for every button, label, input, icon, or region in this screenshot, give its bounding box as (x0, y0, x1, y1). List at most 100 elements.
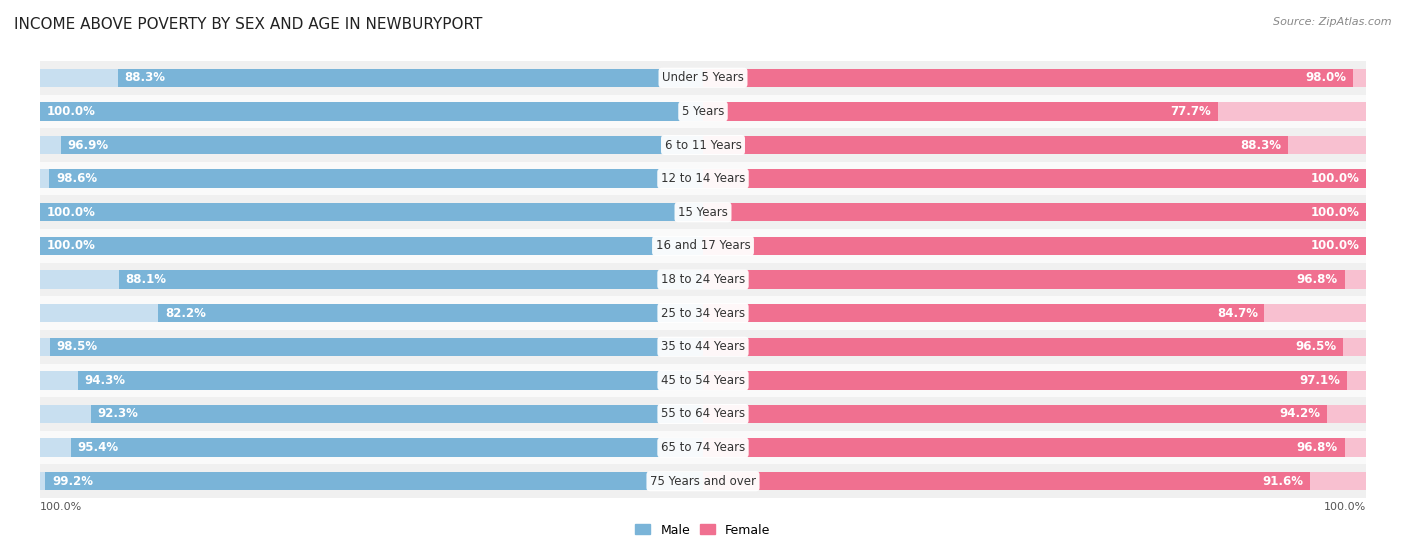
Bar (41, 61, 1365, 94)
Bar (41, 229, 1365, 263)
Bar (41, 162, 1365, 196)
Bar (703, 169, 1365, 188)
Text: INCOME ABOVE POVERTY BY SEX AND AGE IN NEWBURYPORT: INCOME ABOVE POVERTY BY SEX AND AGE IN N… (14, 17, 482, 32)
Text: 98.6%: 98.6% (56, 172, 97, 185)
Bar (45, 472, 703, 490)
Bar (41, 128, 1365, 162)
Bar (41, 465, 1365, 498)
Bar (41, 102, 703, 121)
Text: 100.0%: 100.0% (46, 239, 96, 252)
Bar (703, 405, 1365, 423)
Bar (703, 136, 1288, 154)
Text: 100.0%: 100.0% (1310, 239, 1360, 252)
Text: 25 to 34 Years: 25 to 34 Years (661, 307, 745, 320)
Text: 35 to 44 Years: 35 to 44 Years (661, 340, 745, 353)
Text: 96.8%: 96.8% (1296, 273, 1339, 286)
Bar (41, 405, 703, 423)
Bar (120, 270, 703, 289)
Text: 99.2%: 99.2% (52, 475, 93, 488)
Bar (41, 136, 703, 154)
Bar (51, 338, 703, 356)
Bar (41, 431, 1365, 465)
Text: 12 to 14 Years: 12 to 14 Years (661, 172, 745, 185)
Text: 96.5%: 96.5% (1295, 340, 1336, 353)
Bar (703, 270, 1344, 289)
Bar (703, 270, 1365, 289)
Bar (118, 69, 703, 87)
Bar (703, 169, 1365, 188)
Bar (41, 397, 1365, 431)
Bar (703, 203, 1365, 221)
Bar (41, 296, 1365, 330)
Text: 100.0%: 100.0% (1310, 206, 1360, 219)
Bar (703, 304, 1365, 323)
Text: 16 and 17 Years: 16 and 17 Years (655, 239, 751, 252)
Text: 88.3%: 88.3% (124, 71, 166, 84)
Bar (41, 338, 703, 356)
Bar (41, 236, 703, 255)
Bar (41, 196, 1365, 229)
Text: 95.4%: 95.4% (77, 441, 118, 454)
Text: 77.7%: 77.7% (1171, 105, 1212, 118)
Text: 100.0%: 100.0% (46, 206, 96, 219)
Text: 45 to 54 Years: 45 to 54 Years (661, 374, 745, 387)
Bar (703, 69, 1353, 87)
Bar (41, 203, 703, 221)
Text: 6 to 11 Years: 6 to 11 Years (665, 139, 741, 151)
Bar (703, 371, 1365, 390)
Text: 100.0%: 100.0% (1310, 172, 1360, 185)
Bar (703, 338, 1343, 356)
Text: 100.0%: 100.0% (41, 502, 83, 512)
Bar (157, 304, 703, 323)
Text: 98.0%: 98.0% (1305, 71, 1346, 84)
Bar (41, 236, 703, 255)
Text: 88.3%: 88.3% (1240, 139, 1282, 151)
Text: 65 to 74 Years: 65 to 74 Years (661, 441, 745, 454)
Bar (703, 236, 1365, 255)
Bar (41, 69, 703, 87)
Bar (41, 363, 1365, 397)
Text: Under 5 Years: Under 5 Years (662, 71, 744, 84)
Legend: Male, Female: Male, Female (630, 519, 776, 542)
Bar (41, 330, 1365, 363)
Text: 100.0%: 100.0% (46, 105, 96, 118)
Text: 18 to 24 Years: 18 to 24 Years (661, 273, 745, 286)
Bar (703, 438, 1365, 457)
Bar (70, 438, 703, 457)
Text: 96.9%: 96.9% (67, 139, 108, 151)
Bar (703, 371, 1347, 390)
Bar (41, 270, 703, 289)
Text: 92.3%: 92.3% (98, 408, 139, 420)
Text: 98.5%: 98.5% (56, 340, 98, 353)
Text: 15 Years: 15 Years (678, 206, 728, 219)
Bar (41, 263, 1365, 296)
Text: 97.1%: 97.1% (1299, 374, 1340, 387)
Text: 75 Years and over: 75 Years and over (650, 475, 756, 488)
Bar (41, 94, 1365, 128)
Text: 84.7%: 84.7% (1216, 307, 1258, 320)
Bar (703, 102, 1218, 121)
Bar (41, 169, 703, 188)
Bar (703, 102, 1365, 121)
Text: 91.6%: 91.6% (1263, 475, 1303, 488)
Bar (703, 69, 1365, 87)
Bar (41, 371, 703, 390)
Bar (41, 304, 703, 323)
Text: 96.8%: 96.8% (1296, 441, 1339, 454)
Text: 94.3%: 94.3% (84, 374, 125, 387)
Bar (703, 438, 1344, 457)
Bar (703, 405, 1327, 423)
Bar (41, 102, 703, 121)
Bar (41, 438, 703, 457)
Text: 55 to 64 Years: 55 to 64 Years (661, 408, 745, 420)
Bar (41, 203, 703, 221)
Text: 94.2%: 94.2% (1279, 408, 1320, 420)
Bar (41, 472, 703, 490)
Text: Source: ZipAtlas.com: Source: ZipAtlas.com (1274, 17, 1392, 27)
Bar (703, 338, 1365, 356)
Text: 88.1%: 88.1% (125, 273, 167, 286)
Bar (703, 304, 1264, 323)
Bar (703, 472, 1310, 490)
Text: 82.2%: 82.2% (165, 307, 205, 320)
Text: 100.0%: 100.0% (1323, 502, 1365, 512)
